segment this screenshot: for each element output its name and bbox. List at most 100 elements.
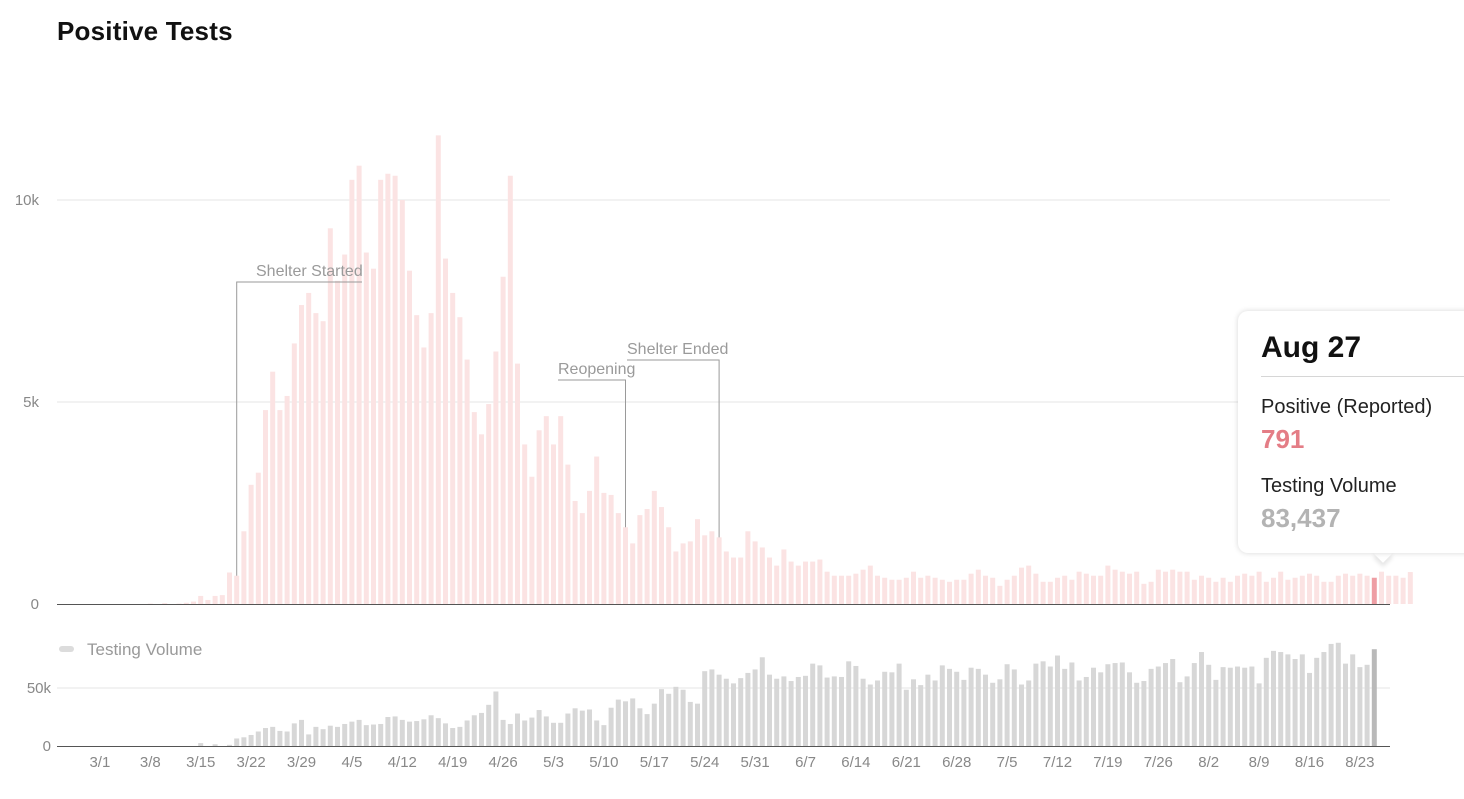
x-tick-label: 5/3 [543,754,564,771]
volume-bar [299,719,304,746]
volume-bar [1040,661,1046,746]
volume-bar [1350,654,1356,746]
positive-bar [594,456,600,604]
positive-bar [867,565,873,604]
positive-bar [911,571,916,604]
positive-bar [1220,577,1226,604]
volume-bar [335,726,340,746]
positive-bar [428,313,434,604]
volume-bar [716,674,722,746]
volume-bar [918,685,924,746]
volume-bar [1242,667,1248,746]
y-tick-label: 50k [27,680,52,697]
x-tick-label: 3/8 [140,754,161,771]
positive-bar [1055,577,1060,604]
annotation-label: Reopening [558,361,635,378]
positive-bar [839,575,844,604]
volume-bar [644,714,650,746]
positive-bar [1033,573,1039,604]
volume-bar [1235,666,1240,746]
volume-bar [738,678,744,746]
x-tick-label: 8/9 [1249,754,1270,771]
positive-bar [954,579,960,604]
volume-bar [255,731,261,746]
positive-bar [551,444,556,604]
volume-bar [817,665,823,746]
x-tick-label: 4/19 [438,754,467,771]
positive-bar [990,577,996,604]
positive-bar [1393,575,1399,604]
positive-bar [1299,575,1305,604]
x-tick-label: 3/29 [287,754,316,771]
volume-bar [371,724,376,746]
volume-bar [875,680,880,746]
volume-bar [810,663,816,746]
volume-bar [399,719,405,746]
volume-bar [1098,672,1104,746]
volume-bar [320,729,326,746]
volume-bar [471,715,477,746]
positive-bar [306,292,312,604]
positive-bar [198,595,204,604]
positive-bar [1163,571,1168,604]
volume-bar [687,701,693,746]
tooltip-date: Aug 27 [1261,331,1362,364]
positive-bar [299,305,304,604]
y-tick-label: 10k [15,192,40,209]
positive-bar [363,252,369,604]
positive-bar [1026,565,1032,604]
positive-bar [522,444,528,604]
volume-bar [608,707,614,746]
volume-bar [666,693,672,746]
volume-bar [241,737,247,746]
volume-bar [831,676,837,746]
testing-volume-legend[interactable]: Testing Volume [59,640,202,659]
positive-bar [882,577,888,604]
positive-bar [435,135,441,605]
annotation-line [558,379,626,528]
testing-volume-bars [83,642,1377,747]
volume-bar [867,684,873,746]
positive-bar [486,404,492,604]
positive-bar [889,579,895,604]
positive-bar [349,179,355,605]
positive-bar [1213,581,1219,604]
positive-bar [572,500,578,604]
volume-bar [1271,650,1276,746]
positive-bar [651,490,657,604]
positive-bar [371,268,376,604]
volume-bar [803,675,808,746]
positive-bar [1321,581,1327,604]
volume-bar [378,723,384,746]
volume-bar [1170,659,1176,746]
x-tick-label: 6/7 [795,754,816,771]
volume-bar [587,709,592,746]
x-tick-label: 7/19 [1093,754,1122,771]
volume-bar [428,715,434,746]
positive-bar [1307,573,1312,604]
volume-bar [788,681,794,746]
positive-bar [1170,569,1176,604]
volume-bar [479,712,484,746]
positive-bar [1314,575,1320,604]
positive-bar [579,513,585,604]
positive-bar [191,601,196,604]
volume-bar [435,718,441,746]
volume-bar [882,671,888,746]
volume-bar [248,734,254,746]
positive-bar [644,509,650,604]
positive-bar [392,175,398,604]
volume-bar [846,661,852,746]
positive-bar [450,292,456,604]
volume-bar [457,726,463,746]
volume-bar [1119,662,1125,746]
positive-bar [738,557,744,604]
volume-bar [558,722,564,746]
volume-bar [932,680,938,746]
positive-bar [939,579,945,604]
volume-bar [277,730,283,746]
positive-bar [500,276,506,604]
annotation-label: Shelter Ended [627,341,728,358]
positive-bar [227,572,232,604]
positive-bar [932,577,938,604]
